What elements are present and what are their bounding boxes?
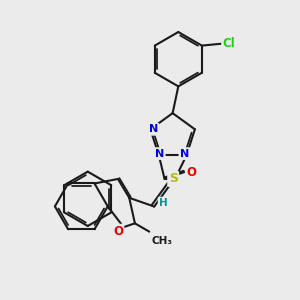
Text: N: N xyxy=(180,148,189,159)
Text: N: N xyxy=(155,148,164,159)
Text: S: S xyxy=(169,172,178,185)
Text: O: O xyxy=(187,166,197,178)
Text: H: H xyxy=(159,198,168,208)
Text: N: N xyxy=(149,124,158,134)
Text: O: O xyxy=(113,225,123,238)
Text: CH₃: CH₃ xyxy=(151,236,172,246)
Text: Cl: Cl xyxy=(223,37,236,50)
